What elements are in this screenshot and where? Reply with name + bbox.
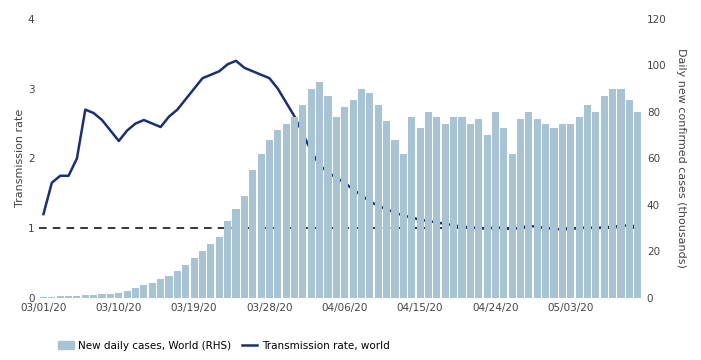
Legend: New daily cases, World (RHS), Transmission rate, world: New daily cases, World (RHS), Transmissi… bbox=[54, 337, 393, 355]
Bar bbox=[358, 89, 365, 298]
Bar bbox=[391, 140, 399, 298]
Bar bbox=[165, 276, 172, 298]
Bar bbox=[299, 105, 306, 298]
Bar bbox=[341, 107, 348, 298]
Bar bbox=[501, 128, 508, 298]
Bar bbox=[249, 170, 257, 298]
Bar bbox=[408, 117, 415, 298]
Bar bbox=[283, 123, 290, 298]
Bar bbox=[400, 154, 407, 298]
Bar bbox=[592, 112, 599, 298]
Bar bbox=[634, 112, 641, 298]
Bar bbox=[308, 89, 315, 298]
Bar bbox=[475, 119, 482, 298]
Bar bbox=[266, 140, 273, 298]
Bar bbox=[467, 123, 474, 298]
Bar bbox=[375, 105, 382, 298]
Bar bbox=[425, 112, 432, 298]
Bar bbox=[191, 258, 198, 298]
Bar bbox=[517, 119, 524, 298]
Bar bbox=[559, 123, 566, 298]
Bar bbox=[90, 295, 97, 298]
Bar bbox=[115, 293, 123, 298]
Bar bbox=[48, 297, 55, 298]
Bar bbox=[584, 105, 591, 298]
Bar bbox=[367, 93, 374, 298]
Bar bbox=[433, 117, 440, 298]
Bar bbox=[216, 237, 223, 298]
Bar bbox=[316, 82, 323, 298]
Bar bbox=[533, 119, 541, 298]
Bar bbox=[123, 291, 130, 298]
Bar bbox=[458, 117, 465, 298]
Bar bbox=[57, 296, 64, 298]
Y-axis label: Transmission rate: Transmission rate bbox=[15, 109, 25, 207]
Bar bbox=[450, 117, 457, 298]
Bar bbox=[416, 128, 423, 298]
Bar bbox=[149, 283, 156, 298]
Bar bbox=[65, 296, 72, 298]
Bar bbox=[233, 210, 240, 298]
Bar bbox=[257, 154, 265, 298]
Bar bbox=[82, 296, 89, 298]
Bar bbox=[74, 296, 81, 298]
Bar bbox=[224, 221, 231, 298]
Bar bbox=[550, 128, 557, 298]
Bar bbox=[567, 123, 574, 298]
Bar bbox=[107, 294, 114, 298]
Bar bbox=[542, 123, 550, 298]
Bar bbox=[199, 251, 206, 298]
Bar bbox=[157, 279, 164, 298]
Bar bbox=[140, 285, 147, 298]
Bar bbox=[240, 195, 248, 298]
Bar bbox=[333, 117, 340, 298]
Bar bbox=[618, 89, 625, 298]
Bar bbox=[291, 117, 298, 298]
Bar bbox=[40, 297, 47, 298]
Bar bbox=[601, 96, 608, 298]
Bar bbox=[509, 154, 516, 298]
Bar bbox=[484, 135, 491, 298]
Bar bbox=[576, 117, 583, 298]
Bar bbox=[174, 271, 181, 298]
Bar bbox=[182, 265, 189, 298]
Bar bbox=[609, 89, 616, 298]
Bar bbox=[207, 244, 215, 298]
Bar bbox=[525, 112, 533, 298]
Bar bbox=[350, 100, 357, 298]
Bar bbox=[442, 123, 449, 298]
Bar bbox=[274, 130, 281, 298]
Bar bbox=[626, 100, 633, 298]
Bar bbox=[132, 288, 139, 298]
Bar bbox=[325, 96, 332, 298]
Bar bbox=[383, 121, 390, 298]
Y-axis label: Daily new confirmed cases (thousands): Daily new confirmed cases (thousands) bbox=[676, 49, 686, 268]
Bar bbox=[492, 112, 499, 298]
Bar bbox=[98, 294, 106, 298]
